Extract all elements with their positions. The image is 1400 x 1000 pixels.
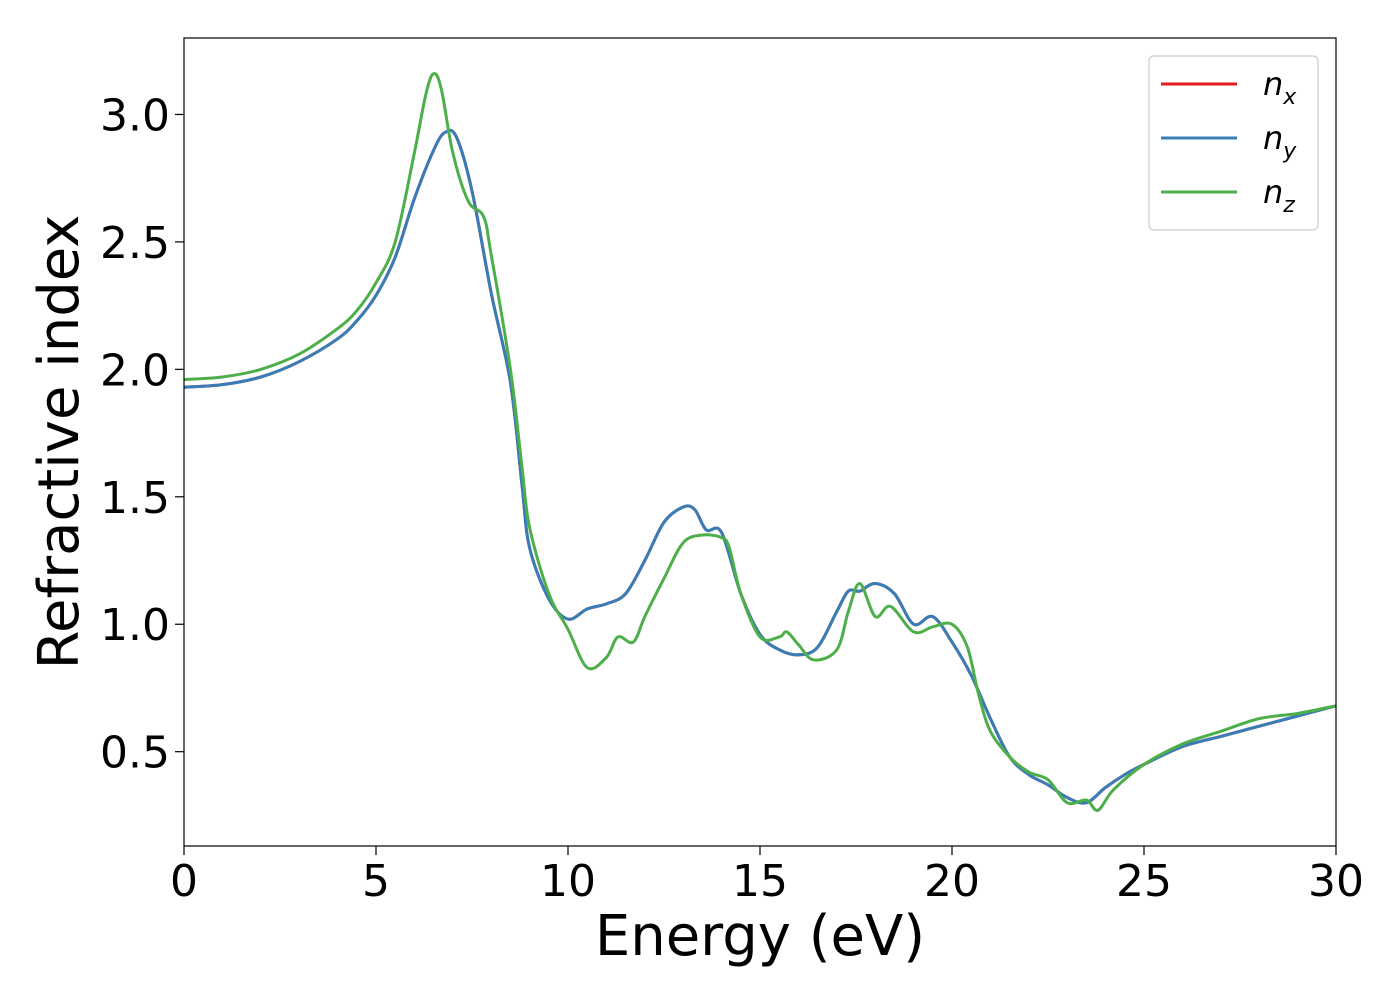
y-tick-label: 1.0 (100, 600, 170, 651)
y-tick-label: 1.5 (100, 473, 170, 524)
x-tick-label: 5 (362, 856, 390, 907)
series-line-n-z (184, 72, 1336, 812)
x-axis-label: Energy (eV) (595, 904, 925, 969)
x-tick-label: 25 (1116, 856, 1172, 907)
y-axis-ticks: 0.5 1.0 1.5 2.0 2.5 3.0 (100, 90, 184, 779)
x-tick-label: 30 (1308, 856, 1364, 907)
legend-label-n-y: ny (1263, 119, 1297, 164)
legend-box (1148, 55, 1319, 231)
y-tick-label: 2.0 (100, 345, 170, 396)
y-tick-label: 0.5 (100, 728, 170, 779)
x-tick-label: 0 (170, 856, 198, 907)
legend: nx ny nz (1148, 55, 1319, 231)
series-line-n-y (184, 128, 1336, 805)
y-axis-label: Refractive index (27, 215, 92, 670)
x-tick-label: 20 (924, 856, 980, 907)
legend-label-n-z: nz (1263, 173, 1295, 218)
series-layer (184, 72, 1336, 812)
x-tick-label: 15 (732, 856, 788, 907)
y-tick-label: 2.5 (100, 218, 170, 269)
y-tick-label: 3.0 (100, 90, 170, 141)
legend-label-n-x: nx (1263, 65, 1297, 110)
x-axis-ticks: 0 5 10 15 20 25 30 (170, 846, 1364, 907)
x-tick-label: 10 (540, 856, 596, 907)
